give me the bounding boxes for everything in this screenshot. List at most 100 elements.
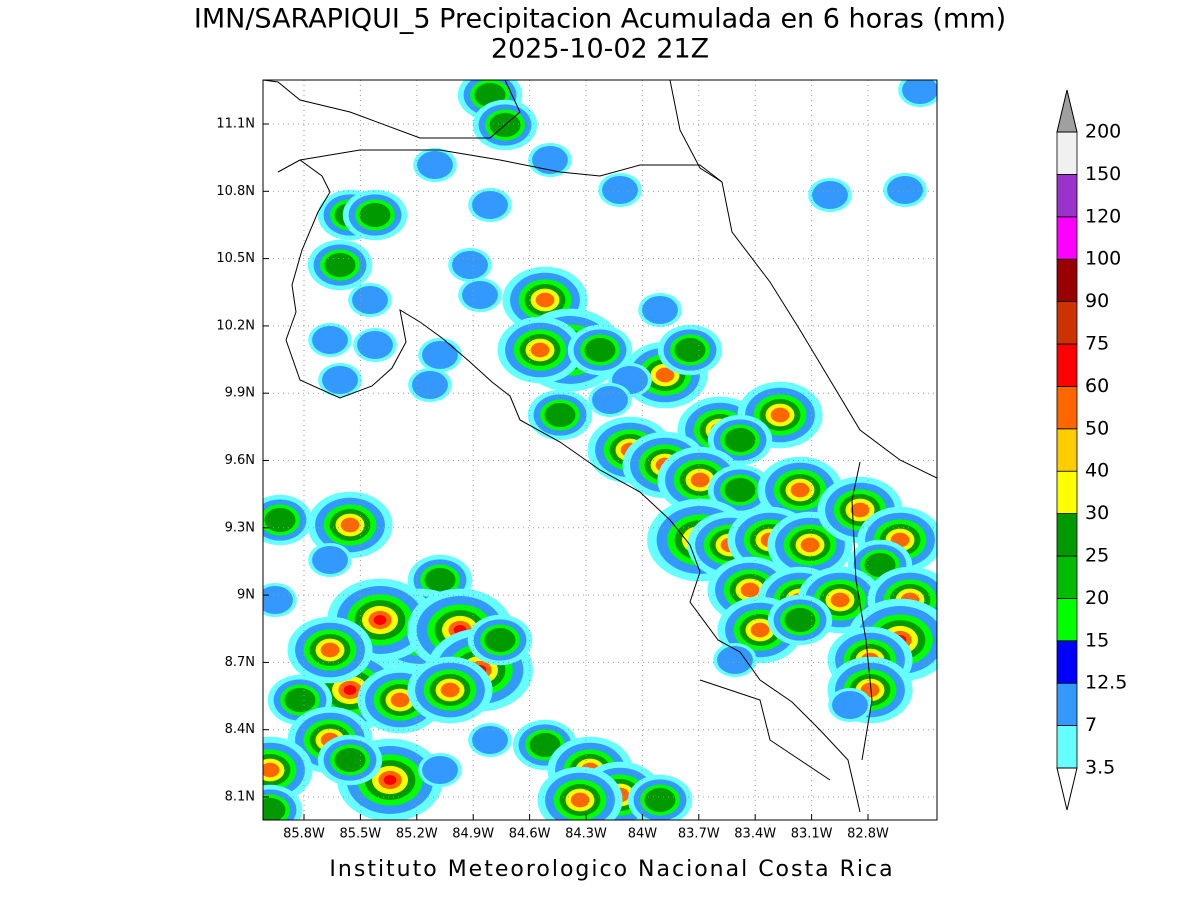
rain-cell: [422, 755, 458, 785]
colorbar-box: [1056, 470, 1078, 515]
x-tick-label: 82.8W: [847, 827, 889, 842]
rain-cell: [690, 472, 710, 488]
rain-cell: [790, 482, 810, 498]
rain-cell: [740, 582, 760, 598]
rain-cell: [887, 175, 923, 205]
colorbar-label: 200: [1085, 121, 1121, 143]
osa-peninsula: [699, 679, 831, 781]
rain-cell: [584, 337, 616, 363]
map-title: IMN/SARAPIQUI_5 Precipitacion Acumulada …: [194, 4, 1006, 35]
colorbar-box: [1056, 555, 1078, 599]
rain-cell: [644, 787, 676, 813]
rain-cell: [784, 607, 816, 633]
x-tick-label: 83.1W: [791, 827, 833, 842]
colorbar-box: [1056, 301, 1078, 345]
x-tick-label: 85.2W: [396, 827, 438, 842]
rain-cell: [850, 502, 870, 518]
x-tick-label: 84W: [628, 827, 658, 842]
colorbar-over-arrow: [1056, 89, 1078, 133]
y-tick-label: 10.2N: [216, 318, 255, 333]
rain-cell: [602, 175, 638, 205]
colorbar-under-arrow: [1056, 767, 1078, 811]
colorbar-box: [1056, 173, 1078, 218]
rain-cell: [592, 385, 628, 415]
rain-cell: [312, 545, 348, 575]
coastlines: [263, 80, 937, 813]
colorbar-box: [1056, 513, 1078, 557]
rain-cell: [424, 567, 456, 593]
precipitation-field: [263, 80, 937, 820]
rain-cell: [530, 342, 550, 358]
rain-cell: [902, 80, 937, 105]
colorbar-box: [1056, 598, 1078, 642]
colorbar-label: 90: [1085, 290, 1109, 312]
rain-cell: [674, 337, 706, 363]
graticule: [263, 80, 937, 820]
y-tick-label: 9N: [237, 588, 255, 603]
rain-cell: [263, 585, 293, 615]
rain-cell: [263, 797, 286, 820]
southern-border: [851, 461, 873, 761]
rain-cell: [462, 280, 498, 310]
rain-cell: [412, 370, 448, 400]
colorbar-label: 100: [1085, 248, 1121, 270]
map-subtitle: 2025-10-02 21Z: [491, 34, 709, 65]
rain-cell: [264, 507, 296, 533]
rain-cell: [322, 365, 358, 395]
colorbar-label: 20: [1085, 587, 1109, 609]
northern-border: [299, 149, 723, 183]
rain-cell: [832, 690, 868, 720]
rain-cell: [343, 685, 357, 695]
rain-cell: [864, 552, 896, 578]
x-tick-label: 83.4W: [734, 827, 776, 842]
rain-cell: [312, 325, 348, 355]
rain-cell: [532, 145, 568, 175]
rain-cell: [390, 692, 410, 708]
colorbar: 3.5 7 12.5 15 20 25 30 40 50 60 75 90 100 120 150 200: [1056, 89, 1127, 811]
rain-cell: [484, 627, 516, 653]
rain-cell: [422, 340, 458, 370]
rain-cell: [529, 732, 561, 758]
colorbar-label: 25: [1085, 545, 1109, 567]
rain-cell: [724, 427, 756, 453]
y-tick-label: 10.5N: [216, 251, 255, 266]
rain-cell: [452, 250, 488, 280]
footer: Instituto Meteorologico Nacional Costa R…: [329, 857, 894, 882]
y-tick-label: 9.9N: [225, 386, 255, 401]
x-tick-label: 83.7W: [678, 827, 720, 842]
x-tick-label: 85.5W: [339, 827, 381, 842]
rain-cell: [655, 367, 675, 383]
y-tick-label: 8.1N: [225, 790, 255, 805]
colorbar-box: [1056, 428, 1078, 472]
colorbar-box: [1056, 343, 1078, 387]
rain-cell: [383, 775, 397, 785]
colorbar-box: [1056, 640, 1078, 684]
colorbar-label: 12.5: [1085, 672, 1127, 694]
colorbar-box: [1056, 385, 1078, 430]
caribbean-coast: [669, 80, 937, 479]
colorbar-box: [1056, 131, 1078, 175]
rain-cell: [830, 592, 850, 608]
rain-cell: [373, 615, 387, 625]
colorbar-label: 30: [1085, 502, 1109, 524]
rain-cell: [570, 792, 590, 808]
rain-cell: [472, 190, 508, 220]
rain-cell: [340, 517, 360, 533]
colorbar-label: 3.5: [1085, 757, 1115, 779]
pacific-coast: [277, 159, 861, 813]
colorbar-box: [1056, 725, 1078, 769]
rain-cell: [812, 180, 848, 210]
y-tick-label: 8.7N: [225, 655, 255, 670]
colorbar-label: 40: [1085, 460, 1109, 482]
rain-cell: [440, 682, 460, 698]
rain-cell: [284, 687, 316, 713]
rain-cell: [352, 285, 388, 315]
colorbar-label: 7: [1085, 714, 1097, 736]
rain-cell: [535, 292, 555, 308]
colorbar-label: 60: [1085, 375, 1109, 397]
rain-cell: [800, 537, 820, 553]
x-tick-label: 85.8W: [283, 827, 325, 842]
y-tick-label: 9.6N: [225, 453, 255, 468]
y-tick-label: 9.3N: [225, 520, 255, 535]
